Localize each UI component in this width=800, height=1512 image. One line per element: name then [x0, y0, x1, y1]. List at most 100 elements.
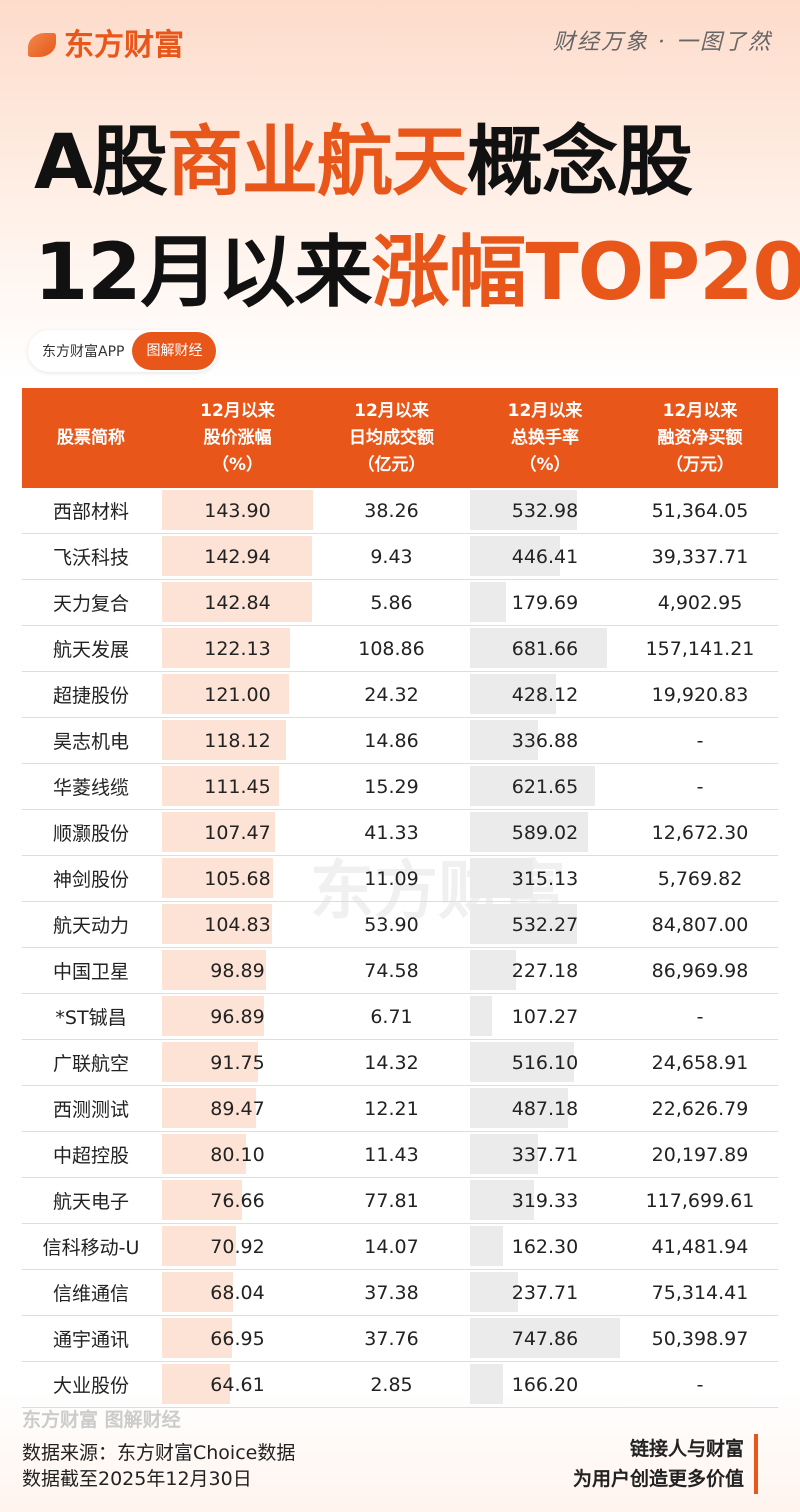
table-cell: 532.98	[468, 488, 622, 533]
bar	[470, 1272, 518, 1312]
table-cell: -	[622, 764, 778, 809]
table-cell: 24,658.91	[622, 1040, 778, 1085]
header-cell: 12月以来 融资净买额 （万元）	[657, 400, 743, 475]
table-row: 飞沃科技 142.94 9.43 446.41 39,337.71	[22, 534, 778, 580]
table-cell: 信维通信	[22, 1270, 160, 1315]
cell-text: 航天电子	[52, 1191, 129, 1213]
cell-text: 111.45	[204, 775, 271, 798]
cell-text: 24.32	[364, 683, 419, 706]
cell-text: 5,769.82	[657, 867, 743, 890]
cell-text: -	[696, 1373, 704, 1396]
cell-text: 227.18	[511, 959, 579, 982]
table-cell: 315.13	[468, 856, 622, 901]
bar	[470, 1226, 503, 1266]
table-cell: 681.66	[468, 626, 622, 671]
cell-text: 飞沃科技	[52, 547, 129, 569]
cell-text: 12,672.30	[651, 821, 749, 844]
table-cell: 96.89	[160, 994, 315, 1039]
title-line1: A股商业航天概念股	[34, 100, 693, 210]
bar	[470, 858, 534, 898]
table-cell: 航天动力	[22, 902, 160, 947]
cell-text: 166.20	[511, 1373, 579, 1396]
cell-text: 108.86	[358, 637, 425, 660]
table-cell: 98.89	[160, 948, 315, 993]
cell-text: 神剑股份	[52, 869, 129, 891]
table-cell: 179.69	[468, 580, 622, 625]
cell-text: 77.81	[364, 1189, 419, 1212]
table-cell: 5,769.82	[622, 856, 778, 901]
table-cell: 337.71	[468, 1132, 622, 1177]
cell-text: 超捷股份	[52, 685, 129, 707]
cell-text: 589.02	[511, 821, 579, 844]
table-cell: 顺灏股份	[22, 810, 160, 855]
table-cell: 14.32	[315, 1040, 468, 1085]
cell-text: 50,398.97	[651, 1327, 749, 1350]
cell-text: 80.10	[210, 1143, 265, 1166]
table-row: 信科移动-U 70.92 14.07 162.30 41,481.94	[22, 1224, 778, 1270]
cell-text: 2.85	[370, 1373, 413, 1396]
bar	[162, 950, 266, 990]
table-row: *ST铖昌 96.89 6.71 107.27 -	[22, 994, 778, 1040]
table-cell: 446.41	[468, 534, 622, 579]
table-cell: 143.90	[160, 488, 315, 533]
table-cell: *ST铖昌	[22, 994, 160, 1039]
cell-text: 337.71	[511, 1143, 579, 1166]
footer-watermark: 东方财富 图解财经	[22, 1409, 181, 1431]
cell-text: 179.69	[511, 591, 579, 614]
cell-text: 38.26	[364, 499, 419, 522]
logo: 东方财富	[28, 20, 184, 64]
table-cell: 39,337.71	[622, 534, 778, 579]
table-row: 中国卫星 98.89 74.58 227.18 86,969.98	[22, 948, 778, 994]
cell-text: 14.86	[364, 729, 419, 752]
bar	[162, 812, 275, 852]
table-cell: 70.92	[160, 1224, 315, 1269]
cell-text: 84,807.00	[651, 913, 749, 936]
badge-text: 东方财富APP	[42, 344, 125, 360]
cell-text: 107.27	[511, 1005, 579, 1028]
cell-text: 142.84	[204, 591, 271, 614]
table-cell: 22,626.79	[622, 1086, 778, 1131]
cell-text: 航天动力	[52, 915, 129, 937]
cell-text: 162.30	[511, 1235, 579, 1258]
table-cell: 38.26	[315, 488, 468, 533]
cell-text: 中国卫星	[52, 961, 129, 983]
table-cell: -	[622, 994, 778, 1039]
cell-text: 39,337.71	[651, 545, 749, 568]
table-cell: 14.07	[315, 1224, 468, 1269]
cell-text: 319.33	[511, 1189, 579, 1212]
cell-text: 51,364.05	[651, 499, 749, 522]
table-cell: 84,807.00	[622, 902, 778, 947]
cell-text: 107.47	[204, 821, 271, 844]
cell-text: 76.66	[210, 1189, 265, 1212]
table-cell: 50,398.97	[622, 1316, 778, 1361]
bar	[162, 1134, 247, 1174]
cell-text: -	[696, 775, 704, 798]
cell-text: 516.10	[511, 1051, 579, 1074]
table-cell: 6.71	[315, 994, 468, 1039]
table-cell: 157,141.21	[622, 626, 778, 671]
table-cell: 19,920.83	[622, 672, 778, 717]
table-cell: 621.65	[468, 764, 622, 809]
table-cell: 428.12	[468, 672, 622, 717]
table-cell: 41,481.94	[622, 1224, 778, 1269]
cell-text: 14.07	[364, 1235, 419, 1258]
cell-text: 681.66	[511, 637, 579, 660]
cell-text: 532.27	[511, 913, 579, 936]
cell-text: 446.41	[511, 545, 579, 568]
cell-text: 487.18	[511, 1097, 579, 1120]
badge-button[interactable]: 图解财经	[132, 332, 217, 370]
bar	[162, 1272, 234, 1312]
cell-text: 91.75	[210, 1051, 265, 1074]
cell-text: 237.71	[511, 1281, 579, 1304]
table-cell: 747.86	[468, 1316, 622, 1361]
source: 数据来源：东方财富Choice数据	[22, 1442, 296, 1464]
footer-source: 数据来源：东方财富Choice数据 数据截至2025年12月30日	[22, 1440, 295, 1492]
cell-text: 41,481.94	[651, 1235, 749, 1258]
table-cell: 589.02	[468, 810, 622, 855]
cell-text: 53.90	[364, 913, 419, 936]
table-row: 广联航空 91.75 14.32 516.10 24,658.91	[22, 1040, 778, 1086]
table-cell: 11.09	[315, 856, 468, 901]
cell-text: 24,658.91	[651, 1051, 749, 1074]
table-cell: 66.95	[160, 1316, 315, 1361]
